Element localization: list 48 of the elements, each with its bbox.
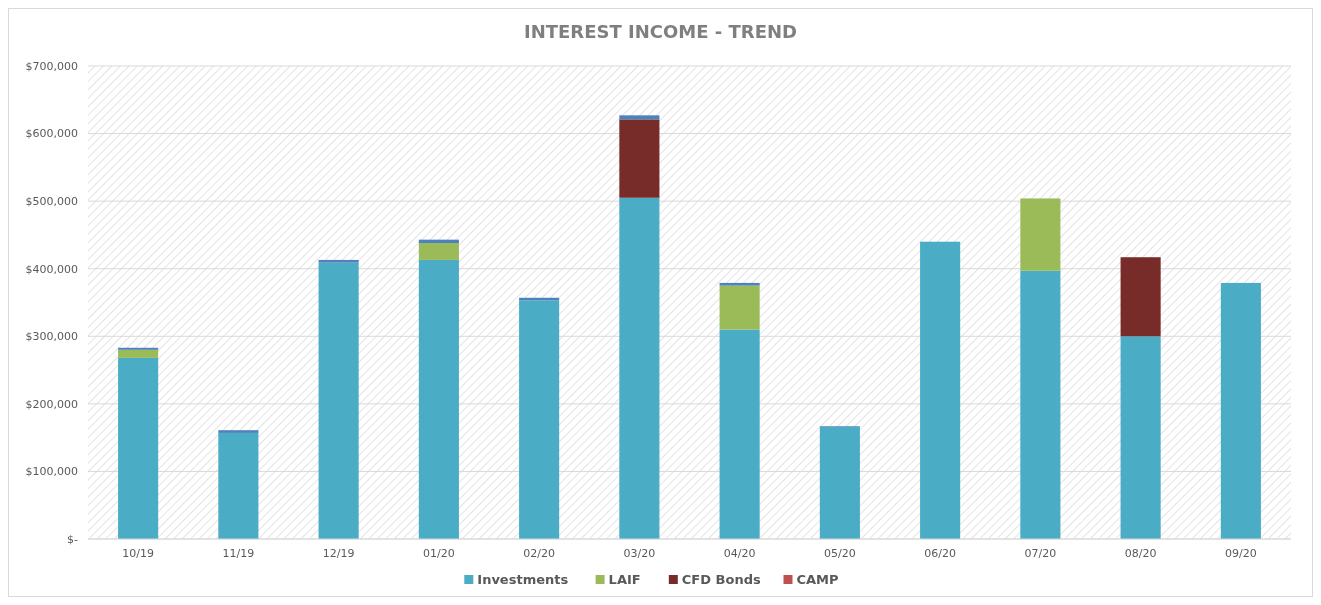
bar: [118, 357, 159, 539]
bar: [1020, 270, 1061, 539]
y-tick-label: $-: [67, 532, 79, 546]
x-tick-label: 01/20: [423, 547, 455, 560]
x-tick-label: 08/20: [1124, 547, 1157, 560]
bar: [118, 347, 159, 350]
x-tick-label: 07/20: [1024, 547, 1057, 560]
y-tick-label: $400,000: [25, 262, 78, 276]
y-tick-label: $600,000: [25, 127, 78, 141]
x-tick-label: 06/20: [924, 547, 956, 560]
bar: [719, 285, 760, 330]
bar: [619, 197, 660, 539]
bar: [1120, 336, 1161, 539]
legend-label: LAIF: [608, 572, 641, 587]
bar: [318, 262, 359, 539]
chart-title: INTEREST INCOME - TREND: [524, 21, 797, 42]
x-tick-label: 11/19: [222, 547, 255, 560]
y-tick-label: $500,000: [25, 194, 78, 208]
bar: [619, 119, 660, 198]
x-tick-label: 09/20: [1225, 547, 1257, 560]
x-tick-label: 02/20: [523, 547, 555, 560]
bar: [920, 241, 961, 539]
bar: [418, 259, 459, 539]
bar: [519, 300, 560, 539]
bar: [1220, 282, 1261, 539]
x-tick-label: 03/20: [623, 547, 656, 560]
bar: [418, 243, 459, 260]
bar: [619, 115, 660, 120]
x-tick-label: 12/19: [322, 547, 355, 560]
legend-label: CFD Bonds: [681, 572, 761, 587]
bar: [1120, 257, 1161, 337]
bar: [1020, 198, 1061, 271]
y-tick-label: $700,000: [25, 59, 78, 73]
bar: [218, 430, 259, 433]
x-tick-label: 04/20: [723, 547, 756, 560]
bar: [819, 426, 860, 539]
bar: [719, 282, 760, 286]
y-tick-label: $100,000: [25, 465, 78, 479]
legend-label: CAMP: [796, 572, 839, 587]
bar: [318, 259, 359, 263]
x-tick-label: 05/20: [824, 547, 856, 560]
bar: [719, 329, 760, 539]
bar: [218, 432, 259, 539]
bar: [118, 349, 159, 358]
y-tick-label: $300,000: [25, 330, 78, 344]
legend-label: Investments: [477, 572, 569, 587]
x-tick-label: 10/19: [122, 547, 154, 560]
y-tick-label: $200,000: [25, 397, 78, 411]
